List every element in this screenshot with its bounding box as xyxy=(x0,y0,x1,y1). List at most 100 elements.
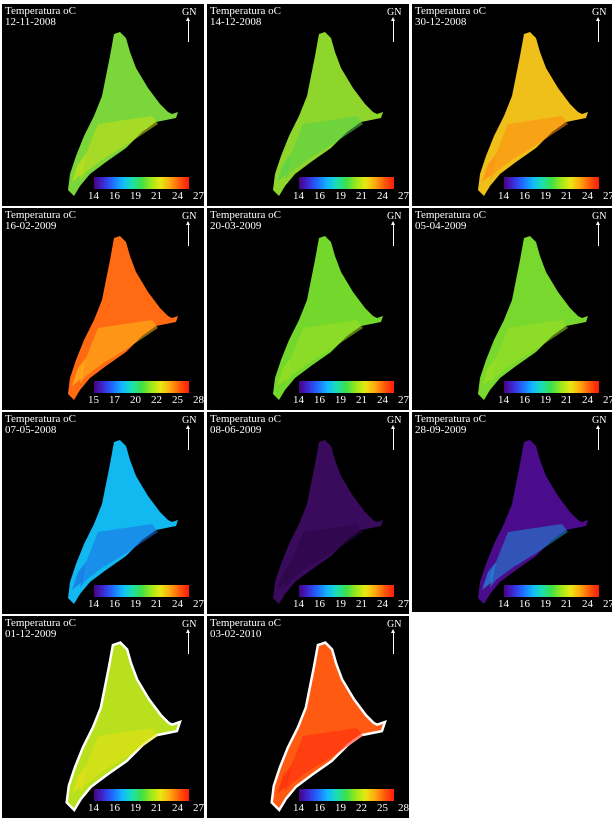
lake-shape xyxy=(273,236,383,400)
scale-tick: 21 xyxy=(561,598,572,610)
map-panel: Temperatura oC 16-02-2009 GN 15 17 20 22 25 2… xyxy=(2,208,204,410)
scale-tick: 21 xyxy=(151,802,162,814)
north-arrow-icon xyxy=(596,221,600,246)
title-label: Temperatura oC xyxy=(415,413,487,425)
scale-tick: 16 xyxy=(314,394,325,406)
scale-tick: 16 xyxy=(519,598,530,610)
lake-shape xyxy=(270,641,387,813)
lake-shape xyxy=(478,440,588,604)
north-arrow-icon xyxy=(596,425,600,450)
map-panel: Temperatura oC 01-12-2009 GN 14 16 19 21 24 2… xyxy=(2,616,204,818)
scale-tick: 19 xyxy=(335,394,346,406)
north-arrow-icon xyxy=(391,17,395,42)
north-label: GN xyxy=(387,619,402,630)
north-indicator: GN xyxy=(592,415,607,450)
map-panel: Temperatura oC 28-09-2009 GN 14 16 19 21 24 2… xyxy=(412,412,612,614)
map-title: Temperatura oC 28-09-2009 xyxy=(415,414,486,436)
lake-shape xyxy=(68,32,178,196)
north-label: GN xyxy=(592,415,607,426)
north-indicator: GN xyxy=(387,211,402,246)
scale-tick: 24 xyxy=(582,598,593,610)
north-arrow-icon xyxy=(186,629,190,654)
north-arrow-icon xyxy=(186,221,190,246)
north-label: GN xyxy=(182,415,197,426)
scale-tick: 21 xyxy=(561,394,572,406)
scale-tick: 21 xyxy=(356,598,367,610)
scale-tick: 21 xyxy=(561,190,572,202)
color-scale-ticks: 14 16 19 21 24 27 xyxy=(88,599,204,610)
north-label: GN xyxy=(387,211,402,222)
scale-tick: 14 xyxy=(498,394,509,406)
map-panel: Temperatura oC 14-12-2008 GN 14 16 19 21 24 2… xyxy=(207,4,409,206)
north-arrow-icon xyxy=(391,425,395,450)
scale-tick: 24 xyxy=(172,598,183,610)
scale-tick: 14 xyxy=(88,190,99,202)
scale-tick: 28 xyxy=(193,394,204,406)
map-panel: Temperatura oC 12-11-2008 GN 14 16 19 21 24 2… xyxy=(2,4,204,206)
scale-tick: 27 xyxy=(398,190,409,202)
scale-tick: 19 xyxy=(130,190,141,202)
scale-tick: 22 xyxy=(356,802,367,814)
map-title: Temperatura oC 07-05-2008 xyxy=(5,414,76,436)
map-panel: Temperatura oC 20-03-2009 GN 14 16 19 21 24 2… xyxy=(207,208,409,410)
title-date: 16-02-2009 xyxy=(5,220,57,232)
scale-tick: 14 xyxy=(293,598,304,610)
north-indicator: GN xyxy=(387,619,402,654)
map-title: Temperatura oC 14-12-2008 xyxy=(210,6,281,28)
scale-tick: 21 xyxy=(356,394,367,406)
scale-tick: 19 xyxy=(540,394,551,406)
north-indicator: GN xyxy=(387,415,402,450)
color-scale-ticks: 14 16 19 21 24 27 xyxy=(88,803,204,814)
scale-tick: 20 xyxy=(130,394,141,406)
scale-tick: 19 xyxy=(130,802,141,814)
north-indicator: GN xyxy=(182,212,196,246)
title-label: Temperatura oC xyxy=(210,209,282,221)
map-title: Temperatura oC 05-04-2009 xyxy=(415,210,486,232)
title-date: 05-04-2009 xyxy=(415,220,467,232)
color-scale-ticks: 14 16 19 21 24 27 xyxy=(293,599,409,610)
north-label: GN xyxy=(182,7,197,18)
title-label: Temperatura oC xyxy=(415,209,487,221)
lake-shape xyxy=(65,641,182,813)
north-indicator: GN xyxy=(592,7,607,42)
north-label: GN xyxy=(387,415,402,426)
color-scale-ticks: 14 16 19 21 24 27 xyxy=(498,191,612,202)
color-scale-ticks: 14 16 19 21 24 27 xyxy=(88,191,204,202)
title-date: 07-05-2008 xyxy=(5,424,57,436)
map-title: Temperatura oC 16-02-2009 xyxy=(5,210,76,232)
north-label: GN xyxy=(592,7,607,18)
color-scale-bar xyxy=(94,381,189,393)
scale-tick: 27 xyxy=(193,598,204,610)
map-panel: Temperatura oC 05-04-2009 GN 14 16 19 21 24 2… xyxy=(412,208,612,410)
scale-tick: 16 xyxy=(314,598,325,610)
north-arrow-icon xyxy=(391,221,395,246)
scale-tick: 14 xyxy=(88,802,99,814)
scale-tick: 14 xyxy=(498,190,509,202)
map-title: Temperatura oC 20-03-2009 xyxy=(210,210,281,232)
scale-tick: 28 xyxy=(398,802,409,814)
color-scale-bar xyxy=(504,177,599,189)
title-label: Temperatura oC xyxy=(415,5,487,17)
color-scale-ticks: 14 16 19 21 24 27 xyxy=(293,395,409,406)
title-label: Temperatura oC xyxy=(5,209,77,221)
lake-shape xyxy=(68,440,178,604)
title-label: Temperatura oC xyxy=(5,5,77,17)
north-indicator: GN xyxy=(182,7,197,42)
scale-tick: 16 xyxy=(109,802,120,814)
scale-tick: 21 xyxy=(151,190,162,202)
scale-tick: 27 xyxy=(193,190,204,202)
map-title: Temperatura oC 12-11-2008 xyxy=(5,6,76,28)
color-scale-bar xyxy=(504,381,599,393)
scale-tick: 19 xyxy=(335,802,346,814)
scale-tick: 24 xyxy=(377,598,388,610)
scale-tick: 19 xyxy=(540,190,551,202)
title-date: 03-02-2010 xyxy=(210,628,262,640)
color-scale-ticks: 14 16 19 22 25 28 xyxy=(293,803,409,814)
map-title: Temperatura oC 03-02-2010 xyxy=(210,618,281,640)
scale-tick: 21 xyxy=(356,190,367,202)
title-date: 28-09-2009 xyxy=(415,424,467,436)
scale-tick: 24 xyxy=(377,394,388,406)
north-arrow-icon xyxy=(186,17,190,42)
color-scale-bar xyxy=(94,177,189,189)
lake-shape xyxy=(478,32,588,196)
